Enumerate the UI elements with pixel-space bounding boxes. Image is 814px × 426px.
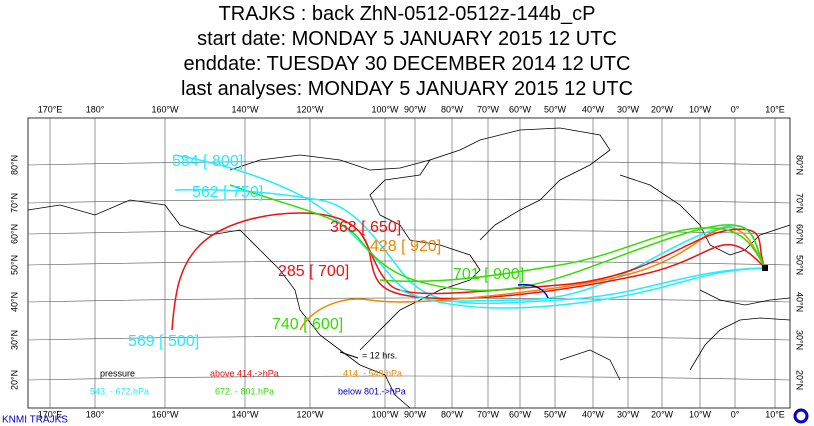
timestep-label: = 12 hrs. — [362, 350, 397, 360]
parallel — [27, 375, 791, 381]
timestep-marker — [339, 351, 359, 359]
lon-label: 140°W — [231, 104, 259, 114]
lon-label: 60°W — [509, 409, 532, 419]
trajectory-label: 569 [ 500] — [128, 333, 199, 350]
title-line: last analyses: MONDAY 5 JANUARY 2015 12 … — [181, 78, 633, 100]
trajectory-line — [229, 184, 766, 292]
legend-entry: above 414.->hPa — [210, 368, 279, 378]
graticule: 170°E 170°E 180° 180° 160°W 160°W 140°W 140°W 12… — [9, 104, 804, 419]
lon-label: 160°W — [151, 104, 179, 114]
trajectory-label: 584 [ 800] — [172, 153, 243, 170]
legend-entry: 543. - 672.hPa — [90, 386, 149, 396]
trajectory-line — [171, 212, 766, 331]
parallel — [27, 160, 791, 166]
lon-label: 50°W — [544, 409, 567, 419]
lat-label: 50°N — [9, 255, 19, 275]
lon-label: 140°W — [231, 409, 259, 419]
title-line: TRAJKS : back ZhN-0512-0512z-144b_cP — [219, 3, 596, 25]
lon-label: 0° — [731, 104, 740, 114]
lat-label: 20°N — [9, 370, 19, 390]
title-line: enddate: TUESDAY 30 DECEMBER 2014 12 UTC — [184, 53, 631, 75]
title-block: TRAJKS : back ZhN-0512-0512z-144b_cP sta… — [181, 3, 633, 100]
trajectory-label: 562 [ 750] — [192, 184, 263, 201]
lon-label: 160°W — [151, 409, 179, 419]
lat-label: 80°N — [9, 155, 19, 175]
logo — [793, 408, 809, 424]
coastlines — [27, 127, 791, 409]
lon-label: 30°W — [617, 104, 640, 114]
lon-label: 40°W — [582, 104, 605, 114]
trajectory-line — [517, 283, 549, 299]
lon-label: 100°W — [371, 409, 399, 419]
lon-label: 80°W — [441, 104, 464, 114]
lon-label: 10°W — [689, 409, 712, 419]
lon-label: 0° — [731, 409, 740, 419]
parallel — [27, 335, 791, 341]
legend-entry: below 801.->hPa — [338, 386, 406, 396]
legend-entry: 414. - 543.hPa — [343, 368, 402, 378]
trajectory-line — [399, 267, 766, 309]
trajectory-label: 285 [ 700] — [278, 263, 349, 280]
lat-label: 60°N — [9, 224, 19, 244]
lon-label: 180° — [86, 104, 105, 114]
trajectory-label: 740 [ 600] — [272, 316, 343, 333]
parallel — [27, 229, 791, 235]
lon-label: 10°W — [689, 104, 712, 114]
footer: KNMI TRAJKS — [2, 415, 68, 426]
lat-label: 20°N — [795, 370, 805, 390]
lon-label: 90°W — [404, 104, 427, 114]
lon-label: 60°W — [509, 104, 532, 114]
lat-label: 30°N — [9, 330, 19, 350]
lon-label: 20°W — [651, 104, 674, 114]
trajectory-label: 428 [ 920] — [370, 238, 441, 255]
parallel — [27, 297, 791, 303]
lat-label: 40°N — [9, 292, 19, 312]
lon-label: 100°W — [371, 104, 399, 114]
legend-title: pressure — [100, 368, 135, 378]
map-frame — [27, 117, 791, 409]
lon-label: 80°W — [441, 409, 464, 419]
lat-label: 30°N — [795, 330, 805, 350]
lon-label: 20°W — [651, 409, 674, 419]
lat-label: 50°N — [795, 255, 805, 275]
trajectories: 584 [ 800] 562 [ 750] 368 [ 650] 428 [ 920]… — [128, 153, 766, 350]
lat-label: 80°N — [795, 155, 805, 175]
lon-label: 10°E — [765, 104, 785, 114]
arrival-point — [762, 265, 768, 271]
lon-label: 50°W — [544, 104, 567, 114]
trajectory-line — [299, 226, 766, 331]
lon-label: 70°W — [477, 104, 500, 114]
lon-label: 120°W — [296, 409, 324, 419]
lat-label: 60°N — [795, 224, 805, 244]
trajectory-label: 368 [ 650] — [330, 219, 401, 236]
lat-label: 40°N — [795, 292, 805, 312]
lon-label: 170°E — [38, 409, 63, 419]
trajectory-label: 701 [ 900] — [453, 266, 524, 283]
lon-label: 30°W — [617, 409, 640, 419]
lon-label: 40°W — [582, 409, 605, 419]
lon-label: 10°E — [765, 409, 785, 419]
trajectory-line — [379, 227, 766, 283]
lat-label: 70°N — [9, 193, 19, 213]
legend-entry: 672. - 801.hPa — [215, 386, 274, 396]
lon-label: 180° — [86, 409, 105, 419]
lon-label: 70°W — [477, 409, 500, 419]
title-line: start date: MONDAY 5 JANUARY 2015 12 UTC — [197, 28, 617, 50]
lon-label: 170°E — [38, 104, 63, 114]
legend: pressure = 12 hrs. above 414.->hPa 414. -… — [90, 350, 406, 396]
lon-label: 90°W — [404, 409, 427, 419]
lon-label: 120°W — [296, 104, 324, 114]
lat-label: 70°N — [795, 193, 805, 213]
